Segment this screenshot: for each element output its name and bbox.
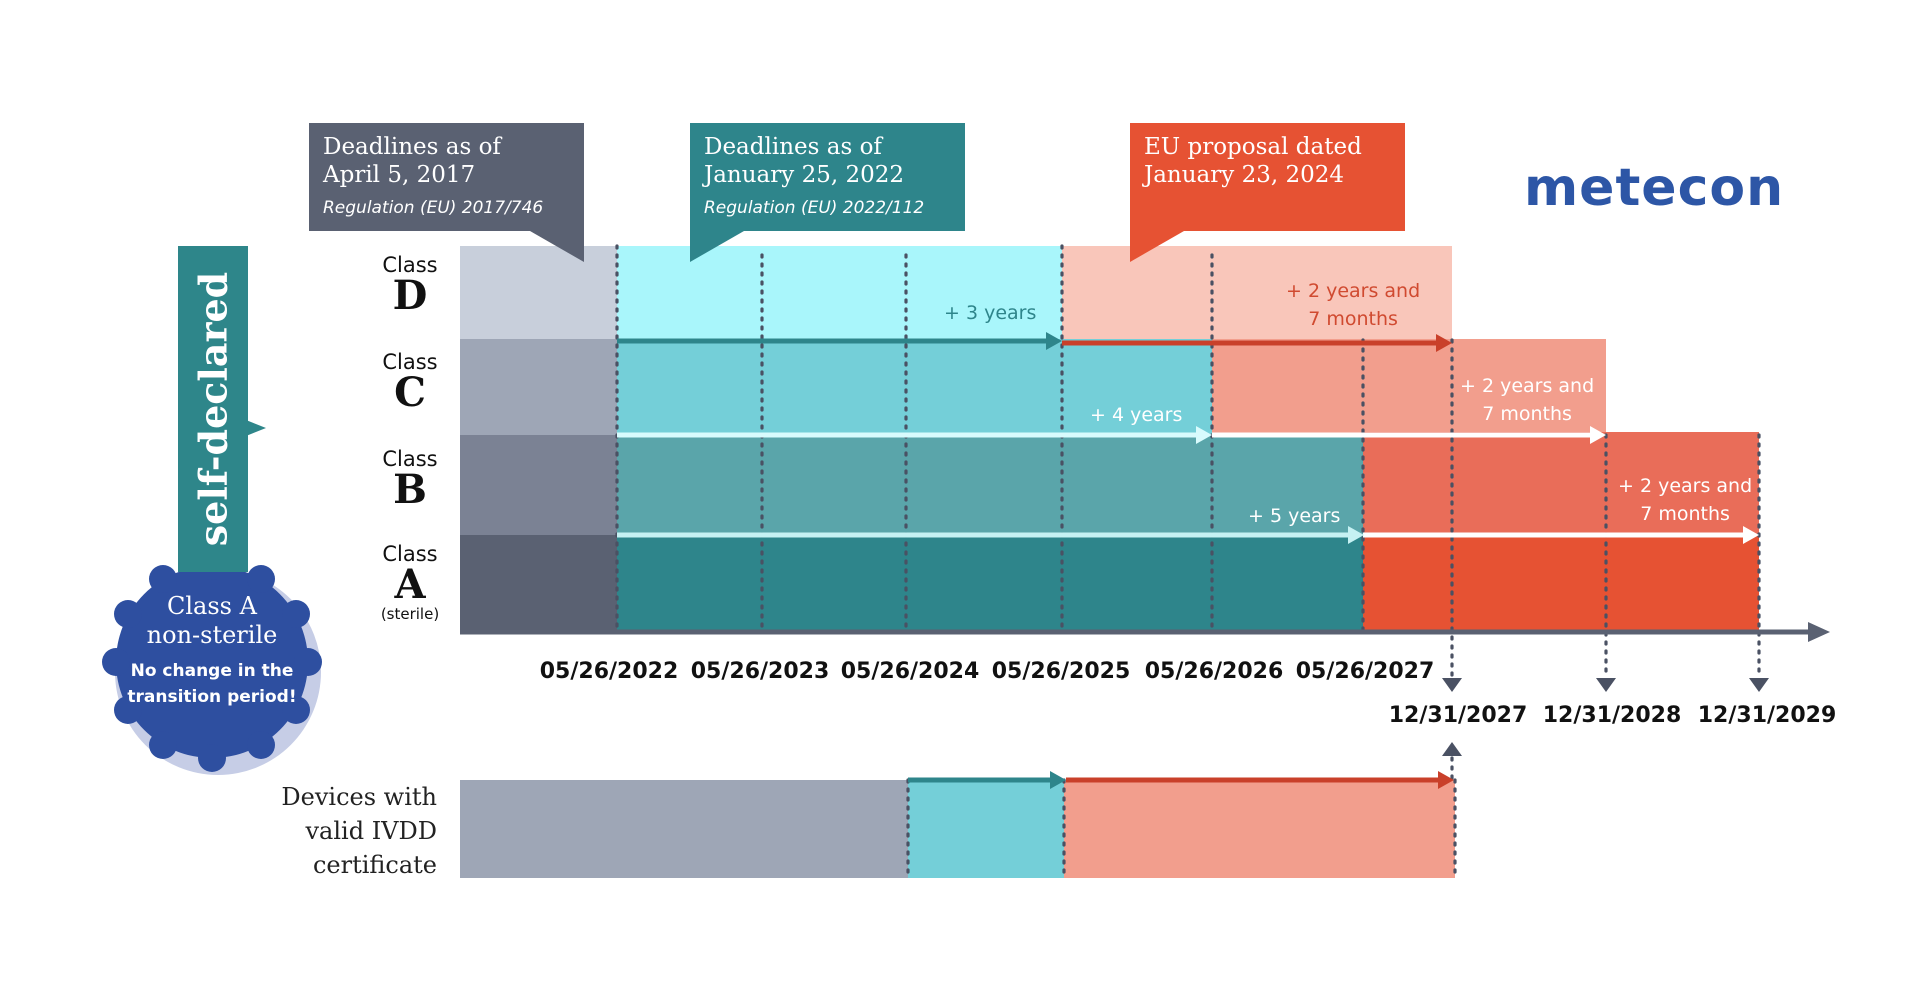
arrowhead-d-2022 bbox=[1046, 332, 1062, 350]
callout-2017: Deadlines as of April 5, 2017 Regulation… bbox=[309, 123, 584, 229]
self-declared-label: self-declared bbox=[190, 271, 236, 547]
ivdd-2024-band bbox=[1064, 780, 1455, 878]
class-a-2022-band bbox=[617, 535, 1363, 630]
duration-d-2024-line2: 7 months bbox=[1308, 308, 1398, 330]
time-axis-arrowhead bbox=[1808, 622, 1830, 642]
ivdd-up-marker bbox=[1442, 742, 1462, 756]
class-a-2024-band bbox=[1363, 535, 1759, 630]
deadline-marker-2029 bbox=[1749, 678, 1769, 692]
class-a-label: Class A (sterile) bbox=[350, 543, 470, 623]
date-2023: 05/26/2023 bbox=[690, 659, 830, 684]
class-c-word: Class bbox=[382, 350, 438, 374]
date-dec-2029: 12/31/2029 bbox=[1697, 703, 1837, 728]
self-declared-banner: self-declared bbox=[178, 246, 248, 572]
badge-seal bbox=[102, 552, 322, 772]
badge-line2: non-sterile bbox=[146, 621, 278, 649]
callout-2022-line2: January 25, 2022 bbox=[704, 162, 904, 188]
callout-2017-box bbox=[309, 123, 584, 231]
callout-2024-box bbox=[1130, 123, 1405, 231]
duration-c-2024-line2: 7 months bbox=[1482, 403, 1572, 425]
ivdd-legacy-band bbox=[460, 780, 908, 878]
ivdd-arrowhead-2022 bbox=[1050, 771, 1066, 789]
badge-line4: transition period! bbox=[127, 687, 297, 707]
badge-line1: Class A bbox=[167, 592, 257, 620]
deadline-marker-2027 bbox=[1442, 678, 1462, 692]
arrowhead-d-2024 bbox=[1436, 334, 1452, 352]
legacy-band-d bbox=[460, 246, 617, 339]
class-a-letter: A bbox=[394, 561, 426, 608]
date-2022: 05/26/2022 bbox=[539, 659, 679, 684]
duration-b-2024-line1: + 2 years and bbox=[1618, 475, 1753, 497]
callout-2017-line2: April 5, 2017 bbox=[323, 162, 476, 188]
callout-2024-line2: January 23, 2024 bbox=[1144, 162, 1344, 188]
callout-2017-regulation: Regulation (EU) 2017/746 bbox=[323, 198, 544, 218]
callout-2017-line1: Deadlines as of bbox=[323, 134, 501, 160]
duration-c-2024: + 2 years and 7 months bbox=[1460, 372, 1594, 428]
devices-line1: Devices with bbox=[281, 783, 437, 811]
class-a-word: Class bbox=[382, 542, 438, 566]
date-2025: 05/26/2025 bbox=[991, 659, 1131, 684]
class-d-letter: D bbox=[392, 272, 428, 319]
ivdd-arrowhead-2024 bbox=[1438, 771, 1454, 789]
callout-2022-line1: Deadlines as of bbox=[704, 134, 882, 160]
class-b-2022-band bbox=[617, 435, 1363, 535]
date-dec-2028: 12/31/2028 bbox=[1542, 703, 1682, 728]
date-2027: 05/26/2027 bbox=[1295, 659, 1435, 684]
date-dec-2027: 12/31/2027 bbox=[1388, 703, 1528, 728]
badge-line3: No change in the bbox=[130, 661, 294, 681]
class-d-word: Class bbox=[382, 253, 438, 277]
duration-b-2022: + 5 years bbox=[1248, 505, 1341, 527]
class-b-letter: B bbox=[393, 466, 427, 513]
duration-c-2022: + 4 years bbox=[1090, 404, 1183, 426]
class-a-note: (sterile) bbox=[380, 605, 440, 623]
arrowhead-c-2022 bbox=[1196, 426, 1212, 444]
badge-text: Class A non-sterile No change in the tra… bbox=[112, 592, 312, 710]
callout-2022-box bbox=[690, 123, 965, 231]
class-b-word: Class bbox=[382, 447, 438, 471]
callout-2022: Deadlines as of January 25, 2022 Regulat… bbox=[690, 123, 965, 229]
callout-2017-tail bbox=[530, 231, 584, 262]
metecon-logo: metecon bbox=[1524, 158, 1785, 218]
legacy-band-c bbox=[460, 339, 617, 435]
date-2024: 05/26/2024 bbox=[840, 659, 980, 684]
legacy-band-a bbox=[460, 535, 617, 630]
duration-c-2024-line1: + 2 years and bbox=[1460, 375, 1595, 397]
callout-2022-tail bbox=[690, 231, 744, 262]
arrowhead-c-2024 bbox=[1590, 426, 1606, 444]
callout-2022-regulation: Regulation (EU) 2022/112 bbox=[704, 198, 925, 218]
duration-b-2024-line2: 7 months bbox=[1640, 503, 1730, 525]
class-c-2024-band bbox=[1212, 339, 1606, 435]
class-d-2024-band bbox=[1062, 246, 1452, 339]
callout-2024: EU proposal dated January 23, 2024 bbox=[1130, 123, 1405, 199]
devices-line2: valid IVDD bbox=[305, 817, 437, 845]
class-d-label: Class D bbox=[350, 254, 470, 316]
devices-line3: certificate bbox=[312, 851, 437, 879]
arrowhead-b-2024 bbox=[1743, 526, 1759, 544]
class-c-label: Class C bbox=[350, 351, 470, 413]
legacy-band-b bbox=[460, 435, 617, 535]
class-c-letter: C bbox=[394, 369, 426, 416]
deadline-marker-2028 bbox=[1596, 678, 1616, 692]
class-c-2022-band bbox=[617, 339, 1212, 435]
callout-2024-tail bbox=[1130, 231, 1184, 262]
self-declared-pointer bbox=[246, 420, 266, 436]
class-b-2024-band bbox=[1363, 432, 1759, 535]
date-2026: 05/26/2026 bbox=[1144, 659, 1284, 684]
callout-2024-line1: EU proposal dated bbox=[1144, 134, 1362, 160]
duration-d-2024: + 2 years and 7 months bbox=[1286, 277, 1420, 333]
ivdd-devices-label: Devices with valid IVDD certificate bbox=[281, 780, 437, 882]
duration-d-2022: + 3 years bbox=[944, 302, 1037, 324]
ivdd-2022-band bbox=[908, 780, 1064, 878]
duration-d-2024-line1: + 2 years and bbox=[1286, 280, 1421, 302]
class-b-label: Class B bbox=[350, 448, 470, 510]
duration-b-2024: + 2 years and 7 months bbox=[1618, 472, 1752, 528]
class-d-2022-band bbox=[617, 246, 1062, 339]
arrowhead-b-2022 bbox=[1348, 526, 1364, 544]
